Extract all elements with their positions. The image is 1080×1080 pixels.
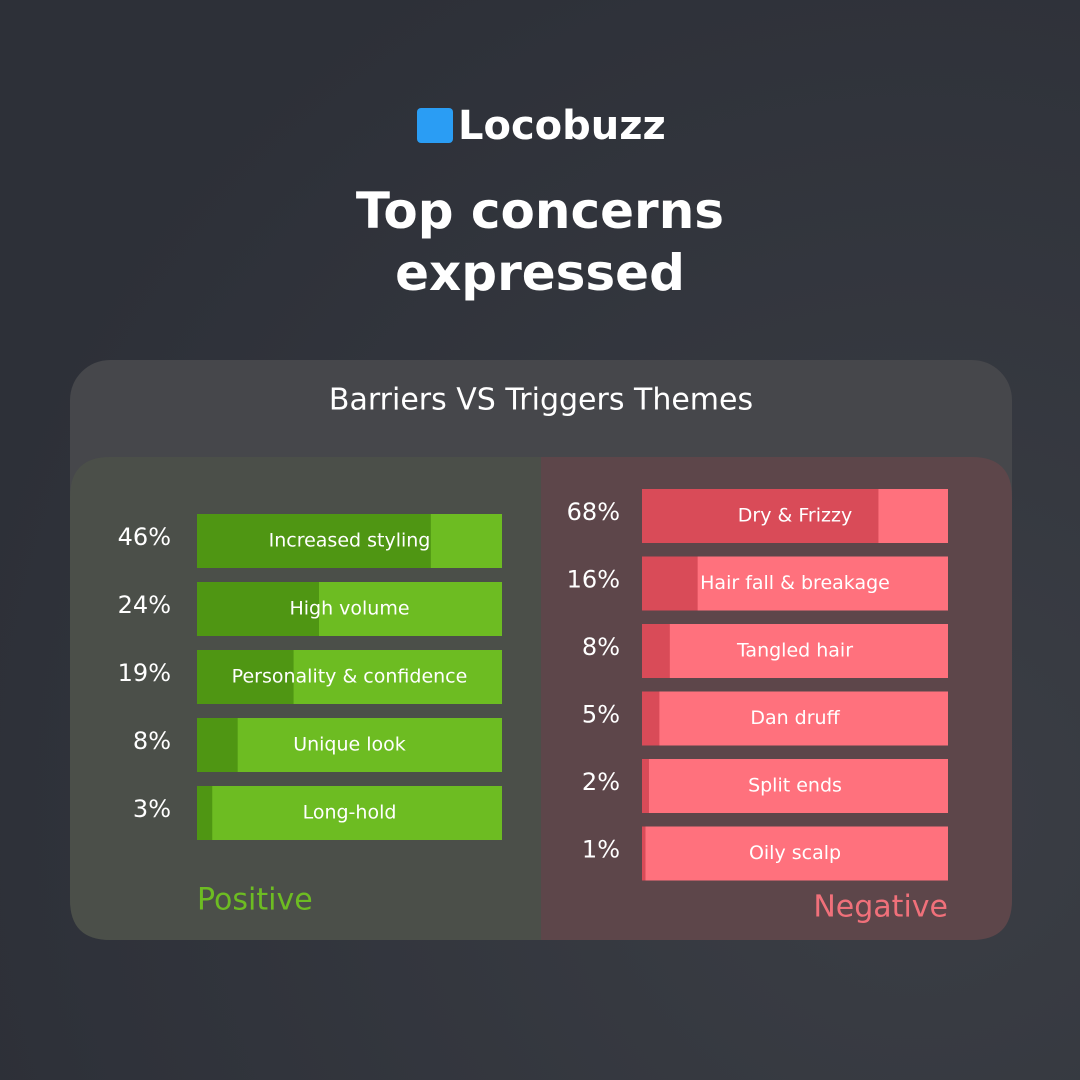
bar-label: Unique look	[293, 734, 406, 756]
value-label: 1%	[582, 836, 620, 864]
bar-label: Split ends	[748, 775, 842, 797]
bar-label: Personality & confidence	[232, 666, 468, 688]
bar	[642, 489, 879, 543]
value-label: 2%	[582, 768, 620, 796]
bar-label: Oily scalp	[749, 842, 841, 864]
title-box: Top concerns expressed	[355, 182, 725, 302]
bar	[642, 624, 670, 678]
bar	[642, 691, 660, 746]
bar	[642, 556, 698, 611]
legend-label: Positive	[197, 883, 313, 918]
bar-label: Long-hold	[303, 802, 397, 824]
legend-label: Negative	[813, 890, 948, 925]
bar	[197, 650, 294, 704]
bar-track	[642, 826, 948, 881]
bar	[642, 759, 649, 813]
bar-label: High volume	[289, 598, 409, 620]
bar-label: Dry & Frizzy	[738, 505, 852, 527]
bar-label: Hair fall & breakage	[700, 572, 890, 594]
value-label: 24%	[118, 591, 171, 619]
bar	[197, 786, 213, 840]
bar	[642, 826, 646, 881]
value-label: 16%	[567, 566, 620, 594]
value-label: 46%	[118, 523, 171, 551]
bar	[197, 582, 319, 636]
brand: Locobuzz	[458, 103, 666, 149]
value-label: 8%	[582, 633, 620, 661]
panel-title: Barriers VS Triggers Themes	[329, 383, 753, 418]
bar-label: Tangled hair	[736, 640, 853, 662]
bar	[197, 514, 431, 568]
value-label: 8%	[133, 727, 171, 755]
value-label: 5%	[582, 701, 620, 729]
charts: Increased styling 46% High volume 24% Person…	[118, 489, 948, 925]
bar-track	[642, 624, 948, 678]
bar-track	[642, 759, 948, 813]
bar	[197, 718, 238, 772]
title: Top concerns expressed	[355, 182, 725, 302]
bar-label: Increased styling	[269, 530, 431, 552]
bar-track	[642, 691, 948, 746]
logo-icon	[417, 108, 453, 143]
value-label: 19%	[118, 659, 171, 687]
bar-label: Dan druff	[750, 707, 840, 729]
value-label: 3%	[133, 795, 171, 823]
bar-track	[197, 786, 502, 840]
bar-track	[197, 718, 502, 772]
value-label: 68%	[567, 498, 620, 526]
